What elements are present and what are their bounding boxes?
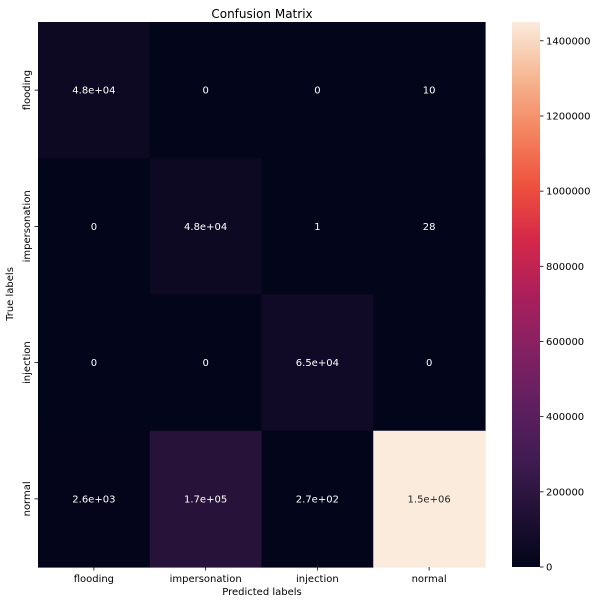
y-tick-label: impersonation xyxy=(22,190,33,262)
heatmap-cell-label: 4.8e+04 xyxy=(72,86,115,97)
heatmap-cell-label: 2.7e+02 xyxy=(296,494,339,505)
heatmap-cell xyxy=(149,430,263,568)
heatmap-cell-label: 0 xyxy=(202,358,208,369)
heatmap-cell xyxy=(373,22,486,159)
heatmap-cell xyxy=(261,22,374,159)
heatmap-cell-label: 10 xyxy=(423,86,436,97)
heatmap-cell xyxy=(373,294,486,432)
y-tick-label: injection xyxy=(22,341,33,384)
heatmap-cell-label: 1 xyxy=(314,222,320,233)
heatmap-cell-label: 1.7e+05 xyxy=(184,494,227,505)
x-tick-label: flooding xyxy=(74,574,114,585)
x-tick-label: impersonation xyxy=(170,574,242,585)
heatmap-cell-labels: 4.8e+04 0 0 10 0 4.8e+04 1 28 0 0 6.5e+04 0 2.6e+03 1… xyxy=(72,86,450,506)
x-axis-label: Predicted labels xyxy=(222,587,302,598)
heatmap-cell-label: 6.5e+04 xyxy=(296,358,339,369)
colorbar-tick-label: 1400000 xyxy=(546,36,591,47)
y-axis-ticks: flooding impersonation injection normal xyxy=(22,70,38,516)
x-tick-label: normal xyxy=(412,574,447,585)
heatmap-cell xyxy=(149,294,263,432)
colorbar-tick-label: 200000 xyxy=(546,487,584,498)
y-axis-label: True labels xyxy=(5,267,16,322)
colorbar-tick-label: 1200000 xyxy=(546,111,591,122)
y-tick-label: flooding xyxy=(22,70,33,110)
heatmap-cell xyxy=(261,430,374,568)
colorbar xyxy=(512,22,540,567)
heatmap-cell-label: 0 xyxy=(91,222,97,233)
heatmap-cell-label: 4.8e+04 xyxy=(184,222,227,233)
x-tick-label: injection xyxy=(296,574,339,585)
heatmap-cell-label: 0 xyxy=(314,86,320,97)
heatmap-cell-label: 0 xyxy=(426,358,432,369)
colorbar-ticks: 0 200000 400000 600000 800000 1000000 1200000 1… xyxy=(540,36,591,574)
colorbar-tick-label: 1000000 xyxy=(546,187,591,198)
y-tick-label: normal xyxy=(22,481,33,516)
heatmap-cell xyxy=(149,22,263,159)
heatmap-cell-label: 0 xyxy=(202,86,208,97)
heatmap-cell xyxy=(373,430,486,568)
colorbar-tick-label: 600000 xyxy=(546,337,584,348)
heatmap-cell-label: 28 xyxy=(423,222,436,233)
chart-title: Confusion Matrix xyxy=(211,7,312,21)
heatmap-cell xyxy=(38,294,151,432)
heatmap-cell-label: 1.5e+06 xyxy=(408,494,451,505)
heatmap-cell xyxy=(261,294,374,432)
heatmap-cell xyxy=(38,22,151,159)
heatmap-cells xyxy=(38,22,486,568)
heatmap-cell xyxy=(38,158,151,296)
heatmap-cell xyxy=(38,430,151,568)
colorbar-tick-label: 800000 xyxy=(546,262,584,273)
heatmap-cell xyxy=(261,158,374,296)
colorbar-tick-label: 0 xyxy=(546,563,552,574)
heatmap-cell-label: 2.6e+03 xyxy=(72,494,115,505)
colorbar-tick-label: 400000 xyxy=(546,412,584,423)
heatmap-cell-label: 0 xyxy=(91,358,97,369)
x-axis-ticks: flooding impersonation injection normal xyxy=(74,567,447,585)
heatmap-cell xyxy=(373,158,486,296)
heatmap-cell xyxy=(149,158,263,296)
